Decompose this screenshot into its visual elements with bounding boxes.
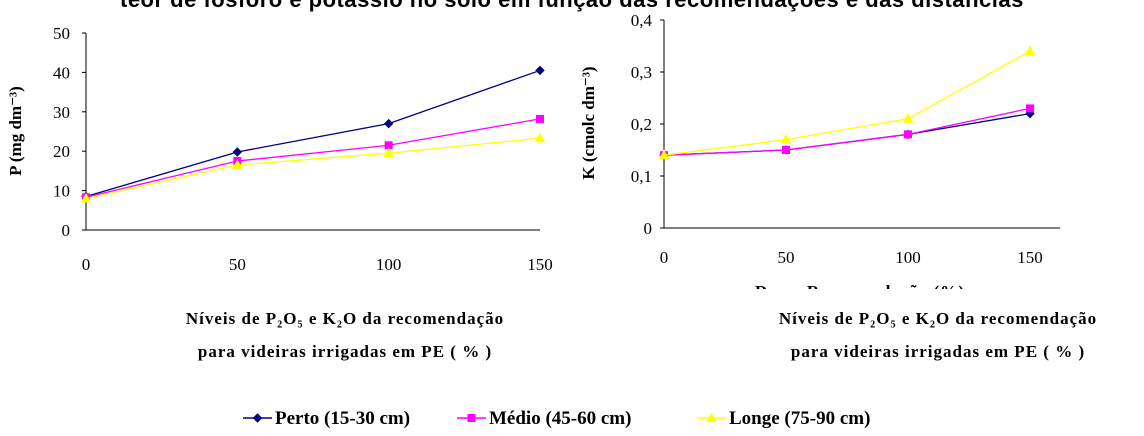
k-x-ticks: 0 50 100 150	[660, 248, 1043, 267]
k-y-tick-label: 0,4	[631, 11, 653, 30]
p-y-tick-label: 30	[53, 103, 70, 122]
p-x-tick-label: 150	[527, 255, 553, 274]
p-x-axis-label-line1: Níveis de P₂O₅ e K₂O da recomendação	[186, 309, 504, 328]
p-series-line-1	[85, 118, 541, 198]
k-series-line-2	[663, 50, 1031, 156]
p-y-tick-label: 50	[53, 24, 70, 43]
k-y-tick-label: 0,3	[631, 63, 652, 82]
p-x-tick-label: 0	[82, 255, 91, 274]
k-y-axis-label: K (cmolc dm⁻³)	[579, 66, 598, 179]
clipped-title: teor de fósforo e potássio no solo em fu…	[120, 0, 1024, 12]
legend-label-1: Médio (45-60 cm)	[489, 408, 631, 429]
chart-k: 0 0,1 0,2 0,3 0,4 0 50 100 150 K (cmolc dm⁻³) D…	[579, 11, 1097, 361]
p-y-axis-label: P (mg dm⁻³)	[6, 86, 25, 176]
legend: Perto (15-30 cm) Médio (45-60 cm) Longe (7…	[243, 408, 870, 429]
p-x-axis-label-line2: para videiras irrigadas em PE ( % )	[198, 342, 492, 361]
k-x-axis-label-line2: para videiras irrigadas em PE ( % )	[791, 342, 1085, 361]
k-series-2-point	[780, 134, 792, 144]
p-series-0-point	[535, 65, 545, 76]
k-y-tick-label: 0	[644, 219, 653, 238]
legend-label-0: Perto (15-30 cm)	[275, 408, 410, 429]
k-y-tick-label: 0,1	[631, 167, 652, 186]
p-series-line-0	[85, 69, 541, 198]
legend-swatch-marker-1	[467, 414, 476, 422]
p-series-2-point	[80, 192, 92, 203]
k-series-2-point	[902, 113, 914, 123]
k-x-tick-label: 50	[778, 248, 795, 267]
p-y-tick-label: 10	[53, 182, 70, 201]
p-y-tick-label: 0	[62, 221, 71, 240]
k-x-tick-label: 0	[660, 248, 669, 267]
legend-label-2: Longe (75-90 cm)	[729, 408, 870, 429]
k-x-axis-label-line1: Níveis de P₂O₅ e K₂O da recomendação	[779, 309, 1097, 328]
k-y-ticks: 0 0,1 0,2 0,3 0,4	[631, 11, 664, 238]
k-x-tick-label: 150	[1017, 248, 1043, 267]
k-series-group	[658, 45, 1036, 160]
p-x-tick-label: 50	[229, 255, 246, 274]
p-x-tick-label: 100	[376, 255, 402, 274]
p-x-ticks: 0 50 100 150	[82, 255, 553, 274]
k-clipped-axis-label: Doses Recomendação (%)	[755, 282, 965, 301]
p-series-1-point	[536, 114, 544, 123]
k-series-line-1	[663, 107, 1031, 156]
k-series-1-point	[1026, 104, 1034, 113]
p-series-2-point	[534, 132, 546, 143]
p-y-ticks: 0 10 20 30 40 50	[53, 24, 86, 240]
p-series-2-point	[231, 159, 243, 169]
k-series-1-point	[904, 130, 912, 139]
k-x-tick-label: 100	[895, 248, 921, 267]
legend-swatch-marker-0	[252, 413, 263, 423]
clipped-title-strip: teor de fósforo e potássio no solo em fu…	[0, 0, 1144, 12]
chart-p: 0 10 20 30 40 50 0 50 100 150 P (mg dm⁻³) Níveis…	[6, 24, 553, 361]
p-series-group	[80, 65, 546, 203]
legend-swatch-marker-2	[706, 412, 717, 422]
p-series-0-point	[383, 118, 394, 129]
p-series-line-2	[85, 137, 541, 200]
k-series-2-point	[658, 149, 670, 160]
k-series-2-point	[1024, 45, 1036, 56]
k-y-tick-label: 0,2	[631, 115, 652, 134]
p-y-tick-label: 20	[53, 142, 70, 161]
p-series-2-point	[383, 147, 395, 158]
p-series-0-point	[232, 147, 243, 157]
p-y-tick-label: 40	[53, 63, 70, 82]
k-series-1-point	[782, 146, 790, 154]
